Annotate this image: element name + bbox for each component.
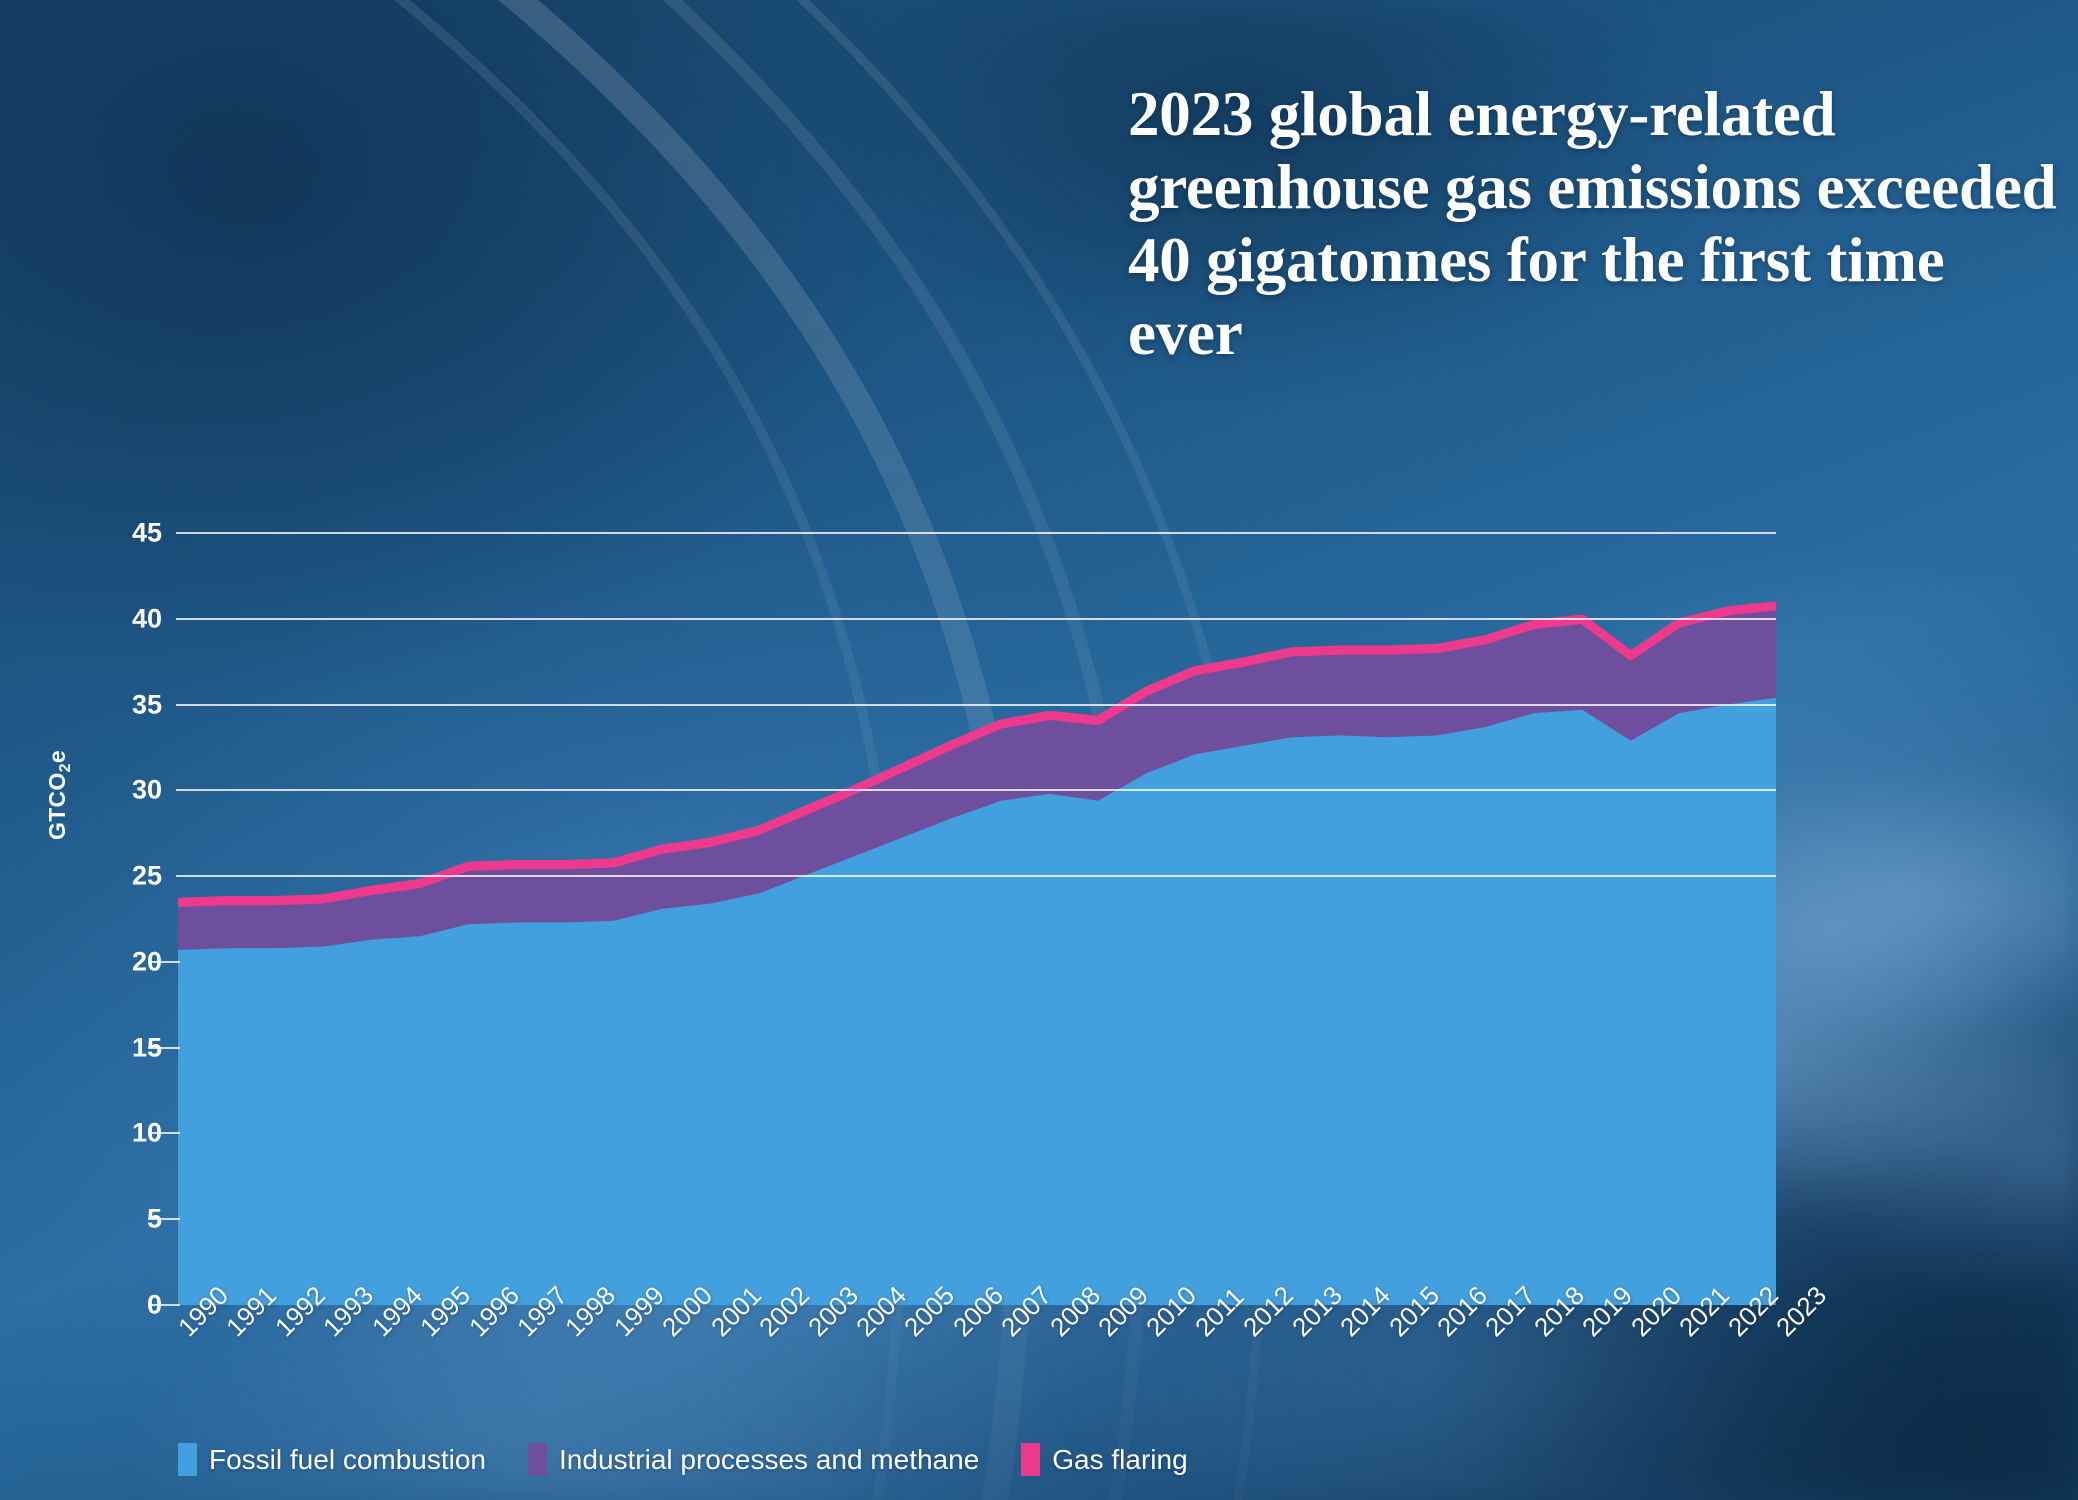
y-axis-tickmark [148,960,180,963]
page-title: 2023 global energy-related greenhouse ga… [1128,79,2057,369]
gridline [176,703,1776,706]
legend-item-fossil[interactable]: Fossil fuel combustion [178,1443,486,1476]
y-axis-tick-label: 30 [131,774,162,805]
line-total-emissions [177,601,1777,907]
legend-item-flaring[interactable]: Gas flaring [1021,1443,1188,1476]
gridline [176,617,1776,620]
y-axis-tick-label: 35 [131,689,162,720]
legend-label-industrial: Industrial processes and methane [559,1443,980,1475]
legend-swatch-industrial [528,1443,548,1476]
gridline [176,532,1776,534]
gridline [176,789,1776,792]
legend-swatch-fossil [178,1443,197,1476]
y-axis-tickmark [148,1046,180,1049]
legend-item-industrial[interactable]: Industrial processes and methane [528,1443,979,1476]
y-axis-ticks: 0 5 10 15 20 25 30 35 40 45 [90,0,162,1500]
y-axis-tickmark [148,1218,180,1221]
chart-legend: Fossil fuel combustion Industrial process… [178,1443,1210,1476]
area-fossil-fuel-combustion [178,697,1776,1305]
gridline [176,875,1776,878]
y-axis-tick-label: 45 [131,517,162,548]
legend-swatch-flaring [1021,1443,1041,1476]
y-axis-tickmark [148,1132,180,1135]
y-axis-tick-label: 25 [131,860,162,891]
y-axis-tick-label: 40 [131,603,162,634]
legend-label-flaring: Gas flaring [1052,1443,1188,1475]
area-industrial-processes-and-methane [178,610,1776,950]
y-axis-tickmark [148,1304,180,1306]
legend-label-fossil: Fossil fuel combustion [209,1443,487,1475]
